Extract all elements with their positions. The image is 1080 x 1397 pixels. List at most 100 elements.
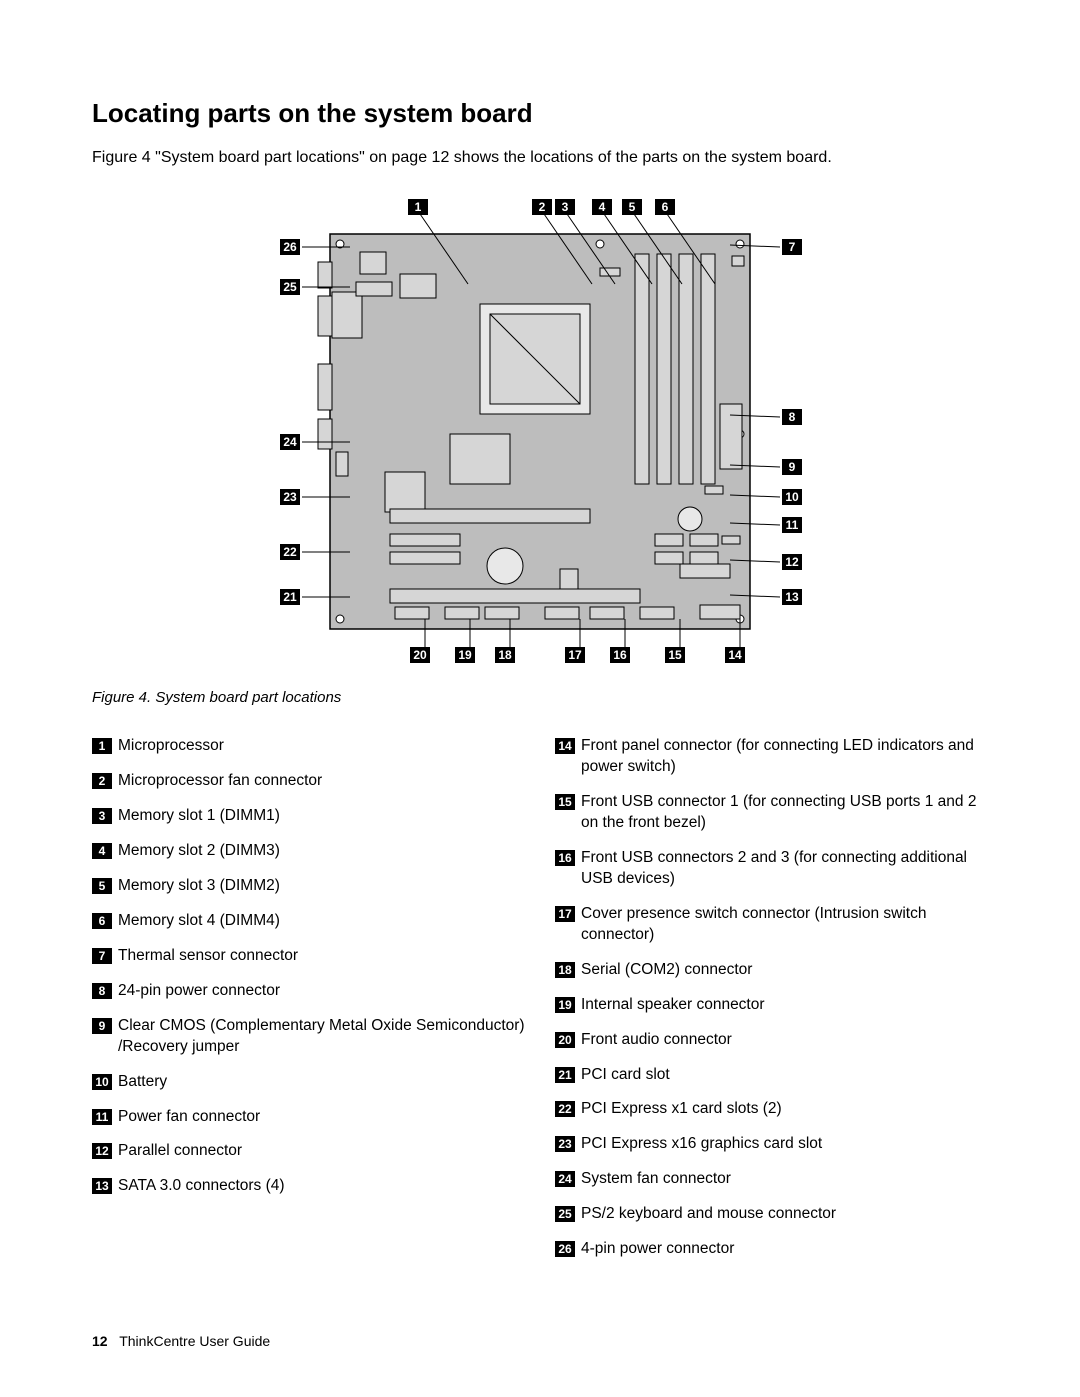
legend-badge: 22 [555, 1101, 575, 1117]
legend-badge: 8 [92, 983, 112, 999]
diagram-callout: 7 [782, 239, 802, 255]
legend-item: 24 System fan connector [555, 1169, 988, 1190]
legend-label: Microprocessor [118, 736, 224, 757]
legend-item: 5 Memory slot 3 (DIMM2) [92, 876, 525, 897]
diagram-callout: 20 [410, 647, 430, 663]
legend-label: Front audio connector [581, 1030, 732, 1051]
legend-label: Internal speaker connector [581, 995, 765, 1016]
legend-item: 9 Clear CMOS (Complementary Metal Oxide S… [92, 1016, 525, 1058]
legend-badge: 11 [92, 1109, 112, 1125]
diagram-callout: 15 [665, 647, 685, 663]
legend-item: 8 24-pin power connector [92, 981, 525, 1002]
legend-label: Parallel connector [118, 1141, 242, 1162]
legend-badge: 7 [92, 948, 112, 964]
legend-label: Cover presence switch connector (Intrusi… [581, 904, 988, 946]
diagram-callout: 18 [495, 647, 515, 663]
legend-badge: 16 [555, 850, 575, 866]
legend-badge: 26 [555, 1241, 575, 1257]
figure-caption: Figure 4. System board part locations [92, 689, 988, 706]
diagram-callout: 21 [280, 589, 300, 605]
legend-item: 19 Internal speaker connector [555, 995, 988, 1016]
legend-label: Memory slot 4 (DIMM4) [118, 911, 280, 932]
legend-item: 13 SATA 3.0 connectors (4) [92, 1176, 525, 1197]
diagram-callout: 24 [280, 434, 300, 450]
legend-item: 14Front panel connector (for connecting … [555, 736, 988, 778]
legend-label: PS/2 keyboard and mouse connector [581, 1204, 836, 1225]
legend-badge: 18 [555, 962, 575, 978]
diagram-callout: 26 [280, 239, 300, 255]
legend-label: Memory slot 2 (DIMM3) [118, 841, 280, 862]
diagram-callout: 12 [782, 554, 802, 570]
legend-label: Memory slot 1 (DIMM1) [118, 806, 280, 827]
legend-item: 2Microprocessor fan connector [92, 771, 525, 792]
legend-badge: 3 [92, 808, 112, 824]
diagram-callout: 19 [455, 647, 475, 663]
legend-label: Power fan connector [118, 1107, 260, 1128]
page-title: Locating parts on the system board [92, 98, 988, 129]
legend-badge: 4 [92, 843, 112, 859]
diagram-callout: 16 [610, 647, 630, 663]
legend-badge: 19 [555, 997, 575, 1013]
legend-badge: 24 [555, 1171, 575, 1187]
legend-badge: 13 [92, 1178, 112, 1194]
legend-item: 1 Microprocessor [92, 736, 525, 757]
diagram-callout: 3 [555, 199, 575, 215]
legend-label: Serial (COM2) connector [581, 960, 752, 981]
legend-item: 18 Serial (COM2) connector [555, 960, 988, 981]
legend-badge: 9 [92, 1018, 112, 1034]
legend-badge: 23 [555, 1136, 575, 1152]
legend-label: PCI Express x1 card slots (2) [581, 1099, 782, 1120]
diagram-callout: 10 [782, 489, 802, 505]
diagram-callout: 4 [592, 199, 612, 215]
legend-item: 21 PCI card slot [555, 1065, 988, 1086]
page-footer: 12 ThinkCentre User Guide [92, 1333, 270, 1349]
legend-badge: 5 [92, 878, 112, 894]
legend-label: Front USB connectors 2 and 3 (for connec… [581, 848, 988, 890]
legend-badge: 21 [555, 1067, 575, 1083]
legend-item: 15 Front USB connector 1 (for connecting … [555, 792, 988, 834]
legend-item: 6 Memory slot 4 (DIMM4) [92, 911, 525, 932]
legend-badge: 6 [92, 913, 112, 929]
diagram-callout: 25 [280, 279, 300, 295]
legend-label: Front USB connector 1 (for connecting US… [581, 792, 988, 834]
legend-badge: 10 [92, 1074, 112, 1090]
legend-badge: 15 [555, 794, 575, 810]
footer-guide-name: ThinkCentre User Guide [119, 1333, 270, 1349]
legend-item: 4 Memory slot 2 (DIMM3) [92, 841, 525, 862]
legend-badge: 25 [555, 1206, 575, 1222]
legend-badge: 2 [92, 773, 112, 789]
diagram-callout: 9 [782, 459, 802, 475]
legend-badge: 12 [92, 1143, 112, 1159]
legend-item: 25 PS/2 keyboard and mouse connector [555, 1204, 988, 1225]
legend-badge: 17 [555, 906, 575, 922]
legend-table: 1 Microprocessor 2Microprocessor fan conne… [92, 736, 988, 1274]
legend-label: PCI card slot [581, 1065, 670, 1086]
legend-item: 10Battery [92, 1072, 525, 1093]
legend-item: 11 Power fan connector [92, 1107, 525, 1128]
legend-item: 26 4-pin power connector [555, 1239, 988, 1260]
diagram-callout: 22 [280, 544, 300, 560]
legend-item: 7 Thermal sensor connector [92, 946, 525, 967]
legend-label: 4-pin power connector [581, 1239, 734, 1260]
diagram-callout: 5 [622, 199, 642, 215]
diagram-callout: 2 [532, 199, 552, 215]
legend-label: SATA 3.0 connectors (4) [118, 1176, 285, 1197]
diagram-callout: 17 [565, 647, 585, 663]
diagram-callout: 23 [280, 489, 300, 505]
legend-item: 16 Front USB connectors 2 and 3 (for conn… [555, 848, 988, 890]
diagram-callout: 11 [782, 517, 802, 533]
diagram-callout: 8 [782, 409, 802, 425]
diagram-callout: 6 [655, 199, 675, 215]
legend-label: Memory slot 3 (DIMM2) [118, 876, 280, 897]
legend-badge: 1 [92, 738, 112, 754]
legend-item: 20 Front audio connector [555, 1030, 988, 1051]
legend-label: System fan connector [581, 1169, 731, 1190]
legend-item: 17 Cover presence switch connector (Intru… [555, 904, 988, 946]
legend-label: Thermal sensor connector [118, 946, 298, 967]
legend-label: 24-pin power connector [118, 981, 280, 1002]
legend-badge: 20 [555, 1032, 575, 1048]
legend-item: 23 PCI Express x16 graphics card slot [555, 1134, 988, 1155]
legend-label: PCI Express x16 graphics card slot [581, 1134, 822, 1155]
diagram-callout: 13 [782, 589, 802, 605]
legend-label: Clear CMOS (Complementary Metal Oxide Se… [118, 1016, 525, 1058]
